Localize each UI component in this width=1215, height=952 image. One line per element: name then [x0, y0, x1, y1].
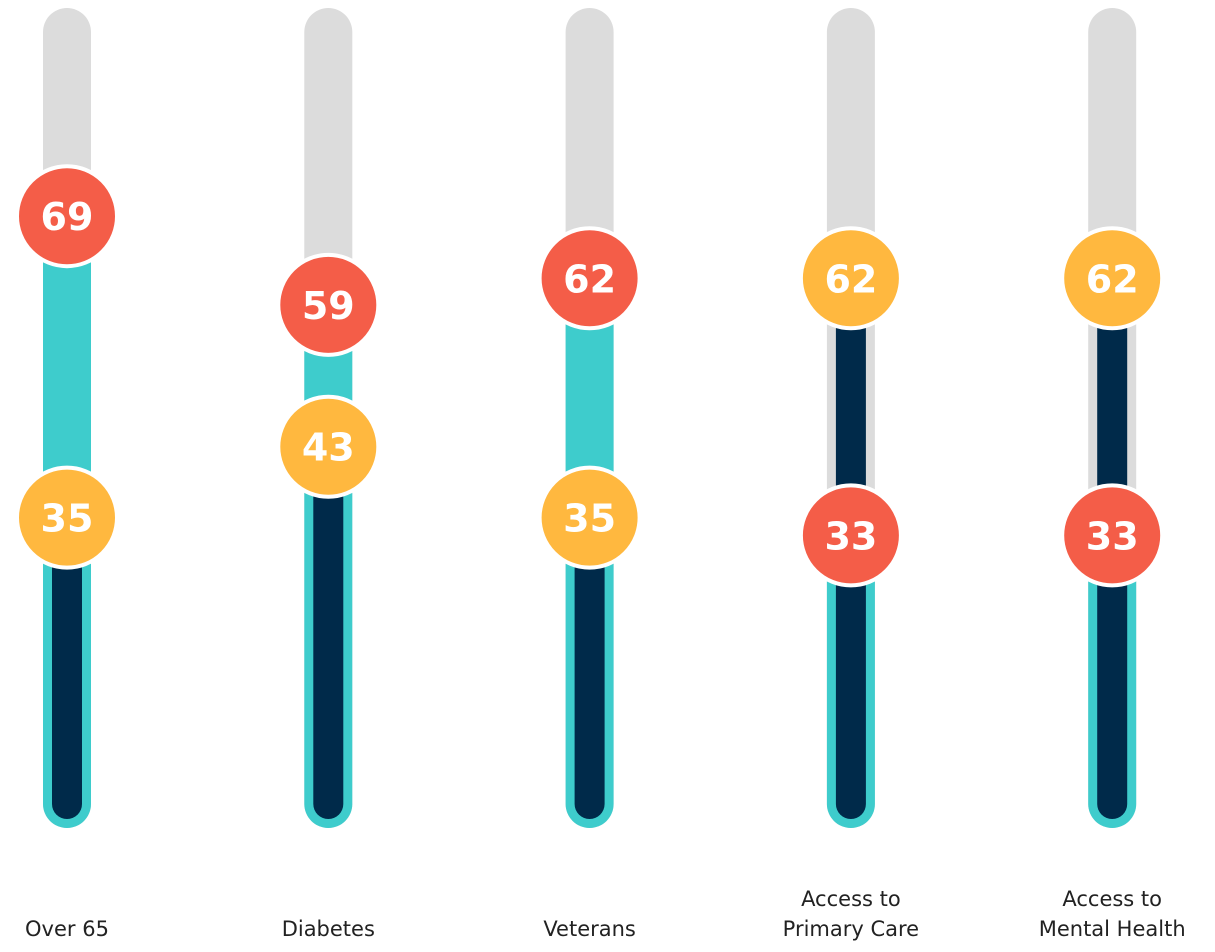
value-label: 43 — [302, 426, 355, 470]
value-marker — [798, 483, 903, 588]
value-marker — [1060, 483, 1165, 588]
category-label: Access to Mental Health — [1038, 887, 1186, 941]
inner-fill — [574, 517, 605, 819]
value-label: 62 — [824, 257, 877, 301]
value-marker — [798, 226, 903, 331]
value-marker — [537, 226, 642, 331]
category-label: Veterans — [543, 917, 636, 941]
category-label: Diabetes — [281, 917, 375, 941]
value-marker — [276, 394, 381, 499]
value-label: 33 — [824, 514, 877, 558]
value-marker — [15, 164, 119, 269]
category-label: Access to Primary Care — [782, 887, 920, 941]
value-label: 62 — [1086, 257, 1139, 301]
value-marker — [276, 252, 381, 357]
category-label: Over 65 — [25, 917, 109, 941]
value-label: 35 — [563, 497, 616, 541]
value-label: 33 — [1086, 514, 1139, 558]
value-label: 69 — [41, 195, 94, 239]
inner-fill — [52, 517, 82, 819]
value-marker — [537, 465, 642, 570]
value-marker — [1060, 226, 1165, 331]
value-label: 62 — [563, 257, 616, 301]
value-label: 59 — [302, 284, 355, 328]
inner-fill — [313, 446, 344, 819]
value-marker — [15, 465, 119, 570]
value-label: 35 — [41, 497, 94, 541]
